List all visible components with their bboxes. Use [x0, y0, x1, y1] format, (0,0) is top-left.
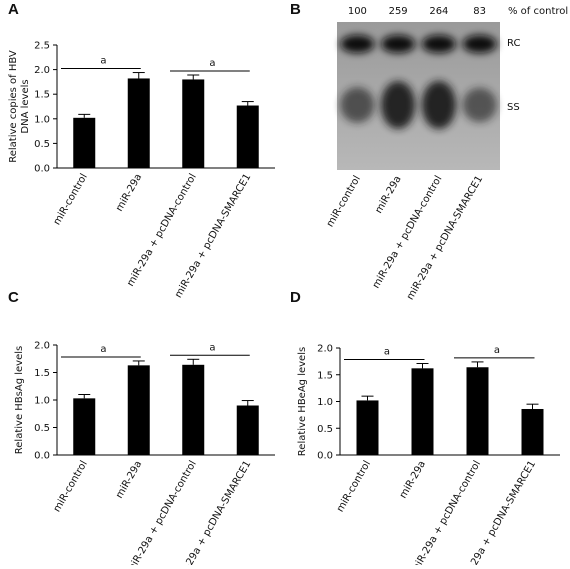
y-tick-label: 2.0 [317, 344, 333, 355]
bar [182, 364, 205, 455]
y-tick-label: 0.0 [34, 451, 50, 462]
bar [411, 368, 434, 455]
y-tick-label: 2.0 [34, 65, 50, 76]
lane [340, 35, 375, 123]
y-axis-label: DNA levels [20, 79, 31, 133]
significance-label: a [209, 58, 215, 69]
x-tick-label: miR-control [325, 174, 363, 229]
error-bar [416, 363, 429, 369]
error-bar [132, 360, 145, 366]
ss-band [421, 81, 456, 129]
error-bar [241, 400, 254, 406]
y-axis-label: Relative copies of HBV [8, 50, 19, 163]
lane [381, 35, 416, 129]
y-tick-label: 1.5 [317, 370, 333, 381]
x-tick-label: miR-29a [114, 459, 144, 500]
lane [421, 35, 456, 129]
bar [73, 117, 96, 168]
bar [182, 79, 205, 168]
rc-band [381, 35, 416, 53]
y-tick-label: 0.0 [317, 451, 333, 462]
rc-band [462, 35, 497, 53]
y-tick-label: 0.0 [34, 164, 50, 175]
bar [356, 400, 379, 455]
significance-label: a [384, 347, 390, 358]
percent-label: 259 [389, 6, 408, 17]
y-axis-label: Relative HBsAg levels [14, 346, 25, 454]
significance-label: a [100, 344, 106, 355]
rc-band [340, 35, 375, 53]
band-label: RC [507, 38, 520, 49]
panel-label: B [290, 1, 301, 18]
x-tick-label: miR-29a + pcDNA-control [371, 174, 445, 291]
bar [73, 398, 96, 455]
significance-label: a [100, 56, 106, 67]
y-tick-label: 0.5 [317, 424, 333, 435]
percent-label: 83 [473, 6, 486, 17]
lane [462, 35, 497, 123]
error-bar [78, 394, 91, 399]
y-tick-label: 0.5 [34, 139, 50, 150]
x-tick-label: miR-29a [398, 459, 428, 500]
x-tick-label: miR-29a + pcDNA-SMARCE1 [405, 174, 485, 302]
rc-band [421, 35, 456, 53]
error-bar [471, 361, 484, 368]
y-tick-label: 0.5 [34, 423, 50, 434]
significance-label: a [209, 342, 215, 353]
bar [236, 105, 259, 168]
bar [236, 405, 259, 455]
bar [521, 408, 544, 455]
y-tick-label: 1.0 [34, 114, 50, 125]
error-bar [187, 74, 200, 80]
error-bar [132, 72, 145, 79]
x-tick-label: miR-control [52, 459, 90, 514]
y-tick-label: 2.0 [34, 341, 50, 352]
bar [466, 367, 489, 455]
panel-label: A [8, 1, 19, 18]
header: % of control [508, 6, 568, 17]
panel-label: D [290, 289, 301, 306]
bar [127, 78, 150, 168]
error-bar [241, 101, 254, 106]
ss-band [381, 81, 416, 129]
y-tick-label: 1.0 [317, 397, 333, 408]
y-tick-label: 1.5 [34, 90, 50, 101]
ss-band [340, 87, 375, 123]
error-bar [187, 358, 200, 365]
significance-label: a [494, 345, 500, 356]
percent-label: 264 [429, 6, 448, 17]
error-bar [361, 395, 374, 401]
x-tick-label: miR-control [52, 172, 90, 227]
x-tick-label: miR-control [335, 459, 373, 514]
percent-label: 100 [348, 6, 367, 17]
x-tick-label: miR-29a [114, 172, 144, 213]
error-bar [526, 403, 539, 409]
y-tick-label: 1.5 [34, 368, 50, 379]
y-tick-label: 1.0 [34, 396, 50, 407]
y-axis-label: Relative HBeAg levels [297, 347, 308, 456]
y-tick-label: 2.5 [34, 41, 50, 52]
panel-label: C [8, 289, 19, 306]
error-bar [78, 113, 91, 118]
ss-band [462, 87, 497, 123]
band-label: SS [507, 102, 520, 113]
x-tick-label: miR-29a [373, 174, 403, 215]
bar [127, 365, 150, 455]
